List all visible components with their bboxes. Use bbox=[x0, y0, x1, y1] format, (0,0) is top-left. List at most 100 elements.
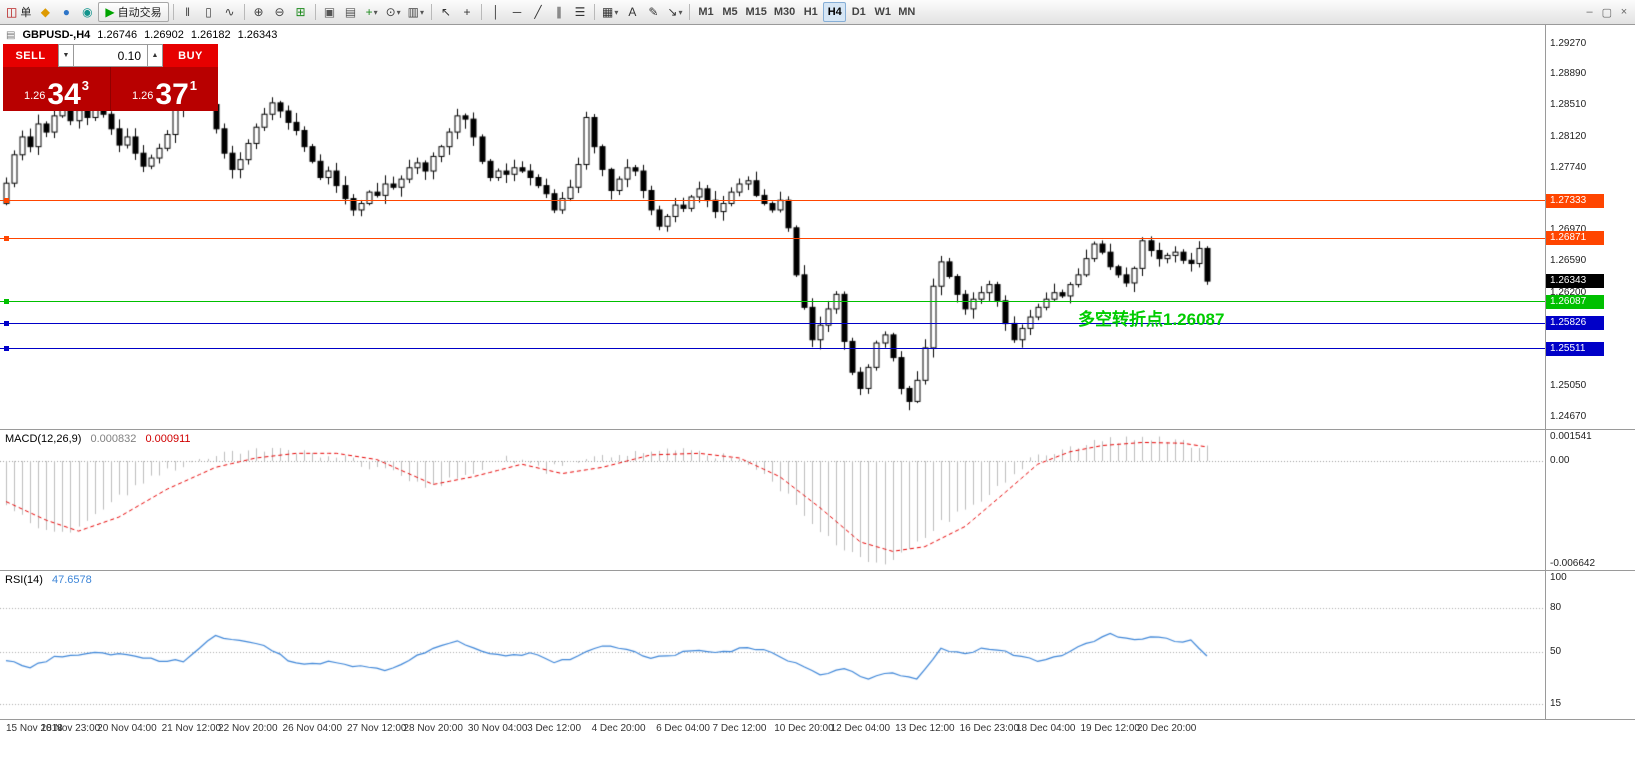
horizontal-line-button[interactable]: ─ bbox=[507, 2, 527, 22]
caret-down-icon: ▾ bbox=[396, 7, 401, 17]
price-chart-plot[interactable]: ▤ GBPUSD-,H4 1.26746 1.26902 1.26182 1.2… bbox=[0, 25, 1545, 429]
sell-button[interactable]: SELL bbox=[3, 44, 58, 67]
window-close-button[interactable]: × bbox=[1620, 6, 1628, 18]
crosshair-button[interactable]: + bbox=[457, 2, 477, 22]
sell-price[interactable]: 1.26 34 3 bbox=[3, 67, 111, 111]
zoom-in-button[interactable]: ⊕ bbox=[249, 2, 269, 22]
fibonacci-icon: ☰ bbox=[574, 5, 586, 19]
tile-windows-icon: ⊞ bbox=[295, 5, 306, 19]
macd-panel: MACD(12,26,9) 0.000832 0.000911 0.001541… bbox=[0, 429, 1635, 570]
arrange-windows-button[interactable]: ▣ bbox=[320, 2, 340, 22]
rsi-canvas[interactable] bbox=[0, 571, 1545, 719]
fibonacci-button[interactable]: ☰ bbox=[570, 2, 590, 22]
volume-dropdown-button[interactable]: ▼ bbox=[58, 44, 74, 67]
horizontal-line-object[interactable] bbox=[0, 322, 1545, 324]
price-axis-tick: 1.27740 bbox=[1550, 161, 1587, 173]
symbol-label: GBPUSD-,H4 bbox=[22, 29, 91, 41]
window-minimize-button[interactable]: – bbox=[1586, 6, 1593, 18]
time-axis-label: 20 Nov 04:00 bbox=[97, 723, 157, 734]
macd-label: MACD(12,26,9) 0.000832 0.000911 bbox=[5, 433, 191, 445]
horizontal-line-object[interactable] bbox=[0, 301, 1545, 303]
rsi-value: 47.6578 bbox=[51, 574, 92, 586]
macd-plot[interactable]: MACD(12,26,9) 0.000832 0.000911 bbox=[0, 430, 1545, 570]
horizontal-line-object[interactable] bbox=[0, 237, 1545, 239]
text-label-button[interactable]: ✎ bbox=[643, 2, 663, 22]
bar-chart-button[interactable]: ‖ bbox=[178, 2, 198, 22]
time-axis[interactable]: 15 Nov 2018 18 Nov 23:00 20 Nov 04:00 21 No… bbox=[0, 719, 1635, 738]
sell-price-big: 34 bbox=[47, 77, 81, 111]
line-chart-button[interactable]: ∿ bbox=[220, 2, 240, 22]
low-value: 1.26182 bbox=[190, 29, 231, 41]
metaeditor-button[interactable]: ◆ bbox=[35, 2, 55, 22]
line-handle[interactable] bbox=[4, 346, 9, 352]
templates-button[interactable]: ▥ ▾ bbox=[405, 2, 427, 22]
macd-canvas[interactable] bbox=[0, 430, 1545, 570]
timeframe-h4-button[interactable]: H4 bbox=[823, 2, 847, 22]
horizontal-line-icon: ─ bbox=[512, 5, 522, 19]
text-button[interactable]: A bbox=[622, 2, 642, 22]
new-chart-button[interactable]: + ▾ bbox=[362, 2, 382, 22]
price-axis[interactable]: 1.29270 1.28890 1.28510 1.28120 1.27740 1.273… bbox=[1545, 25, 1635, 429]
arrows-button[interactable]: ↘ ▾ bbox=[664, 2, 685, 22]
zoom-out-button[interactable]: ⊖ bbox=[270, 2, 290, 22]
new-order-button[interactable]: ◫ 单 bbox=[3, 2, 34, 22]
vertical-line-icon: │ bbox=[492, 5, 500, 19]
timeframe-m1-button[interactable]: M1 bbox=[698, 6, 714, 18]
cursor-button[interactable]: ↖ bbox=[436, 2, 456, 22]
timeframe-m5-button[interactable]: M5 bbox=[722, 6, 738, 18]
shapes-button[interactable]: ▦ ▾ bbox=[599, 2, 621, 22]
trendline-button[interactable]: ╱ bbox=[528, 2, 548, 22]
one-click-trading-widget: SELL ▼ ▲ BUY 1.26 34 3 bbox=[3, 44, 218, 111]
tile-windows-button[interactable]: ⊞ bbox=[291, 2, 311, 22]
toolbar-separator bbox=[594, 4, 596, 20]
candlestick-chart-button[interactable]: ▯ bbox=[199, 2, 219, 22]
window-restore-button[interactable]: ▢ bbox=[1601, 6, 1612, 19]
rsi-axis[interactable]: 100 80 50 15 bbox=[1545, 571, 1635, 719]
line-handle[interactable] bbox=[4, 320, 9, 326]
periods-button[interactable]: ⊙ ▾ bbox=[383, 2, 404, 22]
line-handle[interactable] bbox=[4, 299, 9, 305]
macd-axis[interactable]: 0.001541 0.00 -0.006642 bbox=[1545, 430, 1635, 570]
chart-icon: ▤ bbox=[6, 29, 16, 41]
volume-up-button[interactable]: ▲ bbox=[147, 44, 163, 67]
auto-trading-button[interactable]: ▶ 自动交易 bbox=[98, 2, 169, 22]
timeframe-h1-button[interactable]: H1 bbox=[803, 6, 818, 18]
pivot-annotation-text[interactable]: 多空转折点1.26087 bbox=[1078, 310, 1225, 329]
rsi-plot[interactable]: RSI(14) 47.6578 bbox=[0, 571, 1545, 719]
close-value: 1.26343 bbox=[237, 29, 278, 41]
arrange-windows-icon: ▣ bbox=[323, 5, 336, 19]
market-button[interactable]: ◉ bbox=[77, 2, 97, 22]
timeframe-w1-button[interactable]: W1 bbox=[874, 6, 892, 18]
auto-trading-button-label: 自动交易 bbox=[117, 7, 162, 19]
macd-signal-value: 0.000911 bbox=[145, 433, 191, 445]
caret-down-icon: ▾ bbox=[614, 7, 619, 17]
cascade-windows-icon: ▤ bbox=[344, 5, 357, 19]
timeframe-m30-button[interactable]: M30 bbox=[773, 6, 796, 18]
channel-button[interactable]: ∥ bbox=[549, 2, 569, 22]
timeframe-m15-button[interactable]: M15 bbox=[745, 6, 767, 18]
buy-price[interactable]: 1.26 37 1 bbox=[111, 67, 218, 111]
zoom-in-icon: ⊕ bbox=[253, 5, 264, 19]
vertical-line-button[interactable]: │ bbox=[486, 2, 506, 22]
macd-axis-tick: 0.001541 bbox=[1550, 431, 1592, 443]
time-axis-label: 4 Dec 20:00 bbox=[591, 723, 646, 734]
rsi-panel: RSI(14) 47.6578 100 80 50 15 bbox=[0, 570, 1635, 719]
price-line-tag: 1.25511 bbox=[1546, 341, 1604, 356]
horizontal-line-object[interactable] bbox=[0, 200, 1545, 202]
price-axis-tick: 1.25050 bbox=[1550, 380, 1587, 391]
line-handle[interactable] bbox=[4, 235, 9, 241]
timeframe-d1-button[interactable]: D1 bbox=[851, 6, 866, 18]
candlestick-canvas[interactable] bbox=[0, 25, 1545, 429]
horizontal-line-object[interactable] bbox=[0, 348, 1545, 350]
buy-price-big: 37 bbox=[155, 77, 189, 111]
trendline-icon: ╱ bbox=[534, 5, 542, 19]
metaquotes-button[interactable]: ● bbox=[56, 2, 76, 22]
price-axis-tick: 1.29270 bbox=[1550, 37, 1587, 49]
toolbar-separator bbox=[172, 4, 174, 20]
timeframe-mn-button[interactable]: MN bbox=[898, 6, 916, 18]
chart-header: ▤ GBPUSD-,H4 1.26746 1.26902 1.26182 1.2… bbox=[6, 29, 277, 41]
buy-button[interactable]: BUY bbox=[163, 44, 218, 67]
line-handle[interactable] bbox=[4, 198, 9, 204]
cascade-windows-button[interactable]: ▤ bbox=[341, 2, 361, 22]
volume-input[interactable] bbox=[74, 44, 147, 67]
